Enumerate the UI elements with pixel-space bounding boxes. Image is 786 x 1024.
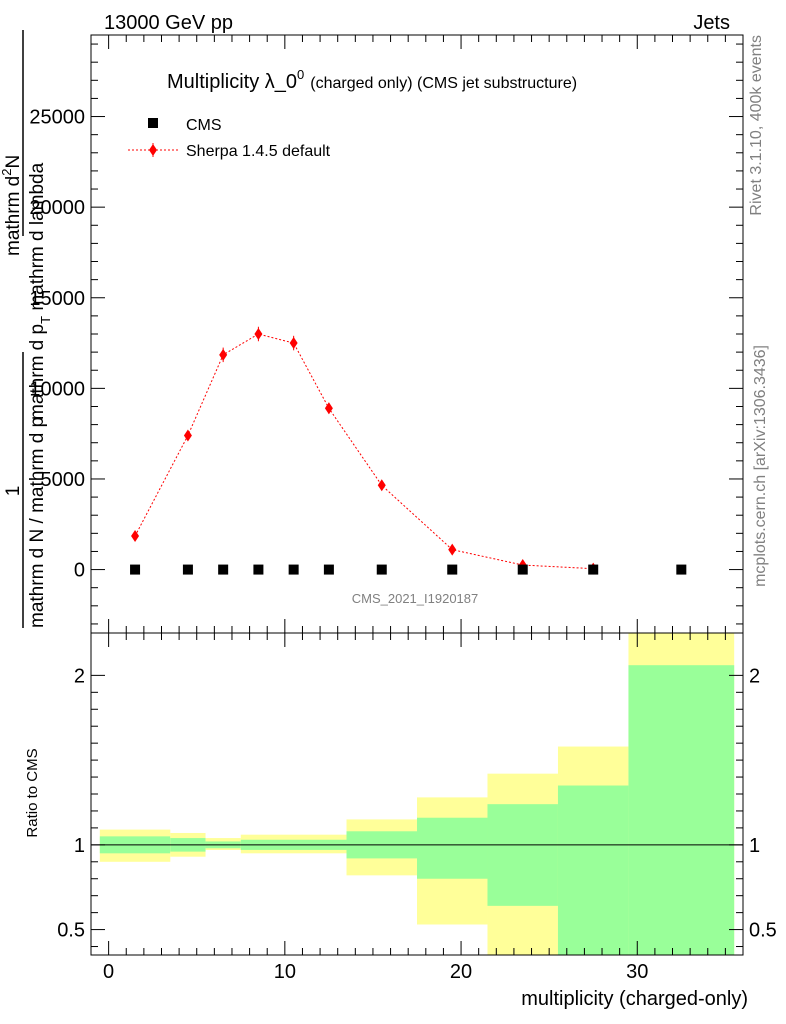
sherpa-point [289,337,298,350]
main-y-tick-label: 15000 [29,288,85,310]
ylabel-top-sup: 2 [0,169,14,176]
ylabel-fraction-numerator: 1 [3,486,24,497]
sherpa-point [183,429,192,442]
ylabel-middle-text: mathrm d p [27,324,48,420]
main-y-label: 1 mathrm d N / mathrm d p mathrm d pT ma… [0,30,53,628]
ratio-ticks [91,633,743,955]
ratio-y-label: Ratio to CMS [24,748,41,837]
main-y-tick-label: 25000 [29,107,85,129]
ylabel-top-text: mathrm d [3,176,24,256]
cms-point [288,564,299,575]
main-ticks [91,35,743,633]
main-y-tick-label: 20000 [29,197,85,219]
x-tick-label: 0 [103,961,114,983]
ratio-y-tick-label-right: 0.5 [749,920,777,942]
legend-sherpa-label: Sherpa 1.4.5 default [186,143,331,160]
ratio-y-tick-label-left: 0.5 [57,920,85,942]
plot-title-main: Multiplicity λ_0 [167,71,297,93]
series-layer [130,326,687,575]
x-tick-label: 20 [450,961,472,983]
ratio-panel: 0.5 0.51 12 20 10 20 30 [57,632,777,983]
mcplots-label: mcplots.cern.ch [arXiv:1306.3436] [752,345,769,587]
ylabel-middle-suffix: mathrm d lambda [27,162,48,316]
main-y-tick-label: 10000 [29,378,85,400]
plot-title: Multiplicity λ_00 (charged only) (CMS jet… [167,67,577,93]
legend-cms-label: CMS [186,117,222,134]
ratio-stat-band [628,665,735,955]
cms-point [253,564,264,575]
plot-title-superscript: 0 [297,67,304,82]
ratio-tick-labels: 0.5 0.51 12 20 10 20 30 [57,665,777,983]
ratio-stat-band [487,804,558,906]
ratio-y-tick-label-left: 2 [74,665,85,687]
header-category: Jets [693,12,730,34]
ylabel-middle-sub: T [38,316,53,324]
ratio-y-tick-label-right: 1 [749,835,760,857]
cms-point [588,564,599,575]
sherpa-point [254,328,263,340]
rivet-label: Rivet 3.1.10, 400k events [748,35,765,216]
sherpa-point [377,479,386,492]
sherpa-point [131,530,140,543]
legend-cms-marker [148,118,158,128]
ratio-stat-band [417,817,488,879]
cms-point [130,564,141,575]
cms-point [218,564,229,575]
cms-point [376,564,387,575]
sherpa-line [134,333,594,570]
cms-point [447,564,458,575]
cms-point [676,564,687,575]
legend-sherpa-marker [149,144,157,156]
x-axis-label: multiplicity (charged-only) [521,988,748,1010]
main-y-tick-label: 0 [74,560,85,582]
ylabel-top-suffix: N [3,155,24,169]
cms-point [182,564,193,575]
ratio-stat-band [557,785,629,955]
x-tick-label: 30 [626,961,648,983]
ylabel-fraction-denominator: mathrm d N / mathrm d p [27,417,48,628]
ratio-y-tick-label-left: 1 [74,835,85,857]
ratio-bands [99,633,735,955]
main-y-tick-labels: 0 5000 10000 15000 20000 25000 [29,107,85,582]
sherpa-point [448,543,457,556]
legend: CMS Sherpa 1.4.5 default [128,117,331,160]
sherpa-point [219,348,228,361]
ylabel-top-line: mathrm d2N [0,155,24,256]
ylabel-middle-line: mathrm d pT mathrm d lambda [27,162,53,420]
cms-point [517,564,528,575]
main-panel: 0 5000 10000 15000 20000 25000 Multiplicity λ… [29,34,744,634]
ratio-y-tick-label-right: 2 [749,665,760,687]
cms-point [323,564,334,575]
plot-title-suffix: (charged only) (CMS jet substructure) [310,75,577,92]
sherpa-point [324,402,333,415]
main-y-tick-label: 5000 [41,469,86,491]
x-tick-label: 10 [274,961,296,983]
analysis-watermark: CMS_2021_I1920187 [352,591,479,606]
header-process: 13000 GeV pp [104,12,233,34]
